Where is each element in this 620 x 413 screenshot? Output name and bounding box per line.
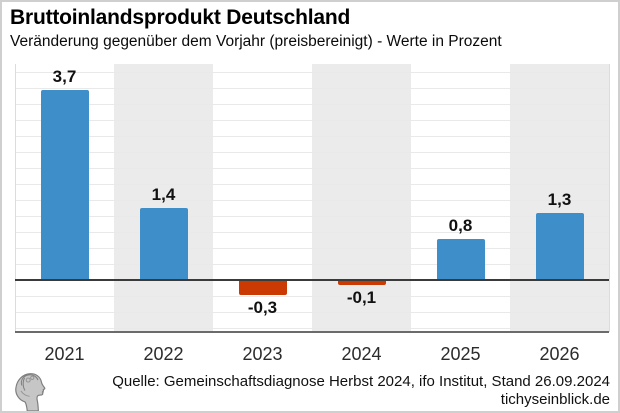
bar-2025	[436, 238, 485, 280]
value-label-2022: 1,4	[151, 185, 176, 205]
source-attribution: Quelle: Gemeinschaftsdiagnose Herbst 202…	[112, 373, 610, 390]
zero-baseline	[15, 279, 609, 281]
column-band-2026	[510, 64, 609, 332]
column-band-2022	[114, 64, 213, 332]
gridline	[15, 184, 609, 185]
website-url: tichyseinblick.de	[500, 391, 610, 408]
chart-subtitle: Veränderung gegenüber dem Vorjahr (preis…	[10, 33, 502, 50]
plot-left-border	[15, 64, 16, 332]
gridline	[15, 72, 609, 73]
plot-right-border	[609, 64, 610, 332]
gridline	[15, 264, 609, 265]
x-axis-label-2021: 2021	[44, 344, 85, 364]
gridline	[15, 136, 609, 137]
gridline	[15, 200, 609, 201]
value-label-2026: 1,3	[547, 190, 572, 210]
bar-2023	[238, 280, 287, 296]
bar-2022	[139, 208, 188, 280]
value-label-2025: 0,8	[448, 215, 473, 235]
gridline	[15, 216, 609, 217]
chart-title: Bruttoinlandsprodukt Deutschland	[10, 6, 351, 29]
x-axis-line	[15, 331, 609, 333]
x-axis-label-2024: 2024	[341, 344, 382, 364]
gridline	[15, 232, 609, 233]
gridline	[15, 120, 609, 121]
value-label-2024: -0,1	[346, 288, 377, 308]
gridline	[15, 104, 609, 105]
gridline	[15, 88, 609, 89]
column-band-2024	[312, 64, 411, 332]
bar-2026	[535, 213, 584, 280]
bar-2024	[337, 280, 386, 286]
gridline	[15, 248, 609, 249]
x-axis-label-2025: 2025	[440, 344, 481, 364]
value-label-2023: -0,3	[247, 298, 278, 318]
x-axis-label-2023: 2023	[242, 344, 283, 364]
gridline	[15, 312, 609, 313]
gridline	[15, 296, 609, 297]
tichys-einblick-head-logo	[15, 373, 46, 411]
gridline	[15, 328, 609, 329]
value-label-2021: 3,7	[52, 66, 77, 86]
x-axis-label-2022: 2022	[143, 344, 184, 364]
gridline	[15, 168, 609, 169]
gridline	[15, 152, 609, 153]
x-axis-label-2026: 2026	[539, 344, 580, 364]
bar-2021	[40, 89, 89, 280]
